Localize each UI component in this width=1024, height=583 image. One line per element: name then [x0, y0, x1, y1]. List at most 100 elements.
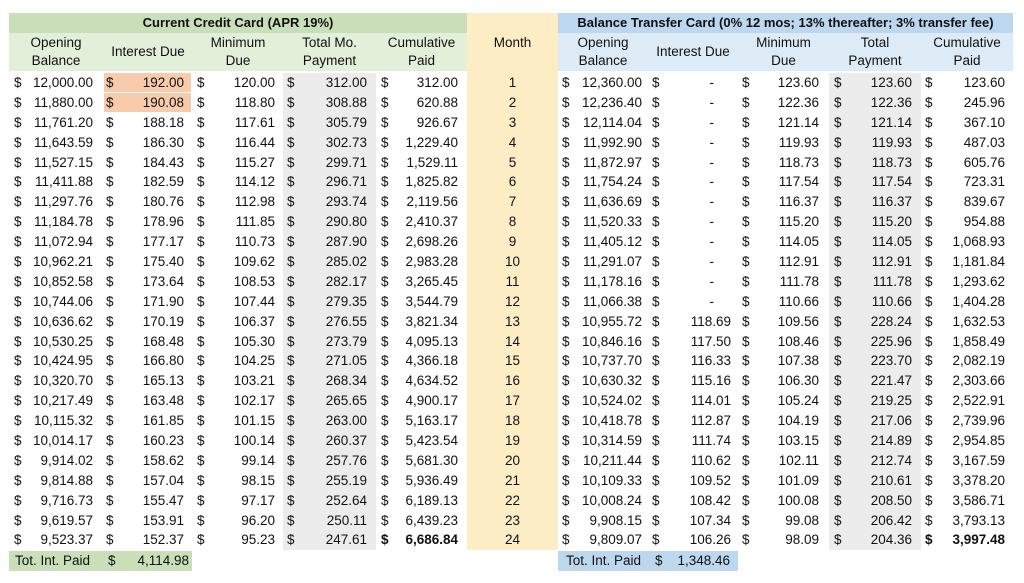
- left-minimum-due-currency: $: [197, 75, 205, 90]
- left-total-payment: 293.74: [325, 194, 367, 210]
- right-total-payment: 228.24: [870, 313, 912, 329]
- left-interest-due: 155.47: [142, 492, 184, 508]
- left-cumulative-paid: 4,095.13: [405, 333, 458, 349]
- left-interest-due-currency: $: [106, 194, 114, 210]
- left-total-payment: 257.76: [325, 452, 367, 468]
- right-minimum-due: 107.38: [777, 353, 819, 369]
- right-opening-balance: 11,520.33: [582, 214, 642, 230]
- left-opening-balance-currency: $: [14, 293, 22, 309]
- left-cumulative-paid-currency: $: [381, 254, 389, 270]
- left-total-payment: 250.11: [326, 512, 367, 528]
- month-cell: 4: [508, 134, 517, 150]
- right-interest-due-currency: $: [652, 94, 660, 110]
- right-minimum-due: 110.66: [778, 293, 819, 309]
- left-total-payment: 287.90: [325, 234, 367, 250]
- right-opening-balance: 10,955.72: [581, 313, 642, 329]
- left-cumulative-paid: 312.00: [416, 75, 458, 90]
- right-cumulative-paid-currency: $: [925, 254, 933, 270]
- right-interest-due-currency: $: [652, 313, 660, 329]
- right-opening-balance: 11,636.69: [582, 194, 642, 210]
- left-minimum-due-currency: $: [197, 333, 205, 349]
- left-minimum-due: 96.20: [241, 512, 275, 528]
- left-interest-due: 158.62: [142, 452, 184, 468]
- left-total-payment-currency: $: [287, 333, 295, 349]
- right-minimum-due: 108.46: [777, 333, 819, 349]
- left-minimum-due: 110.73: [234, 234, 275, 250]
- right-minimum-due-currency: $: [742, 333, 750, 349]
- left-total-payment-currency: $: [287, 273, 295, 289]
- left-opening-balance: 10,424.95: [32, 353, 93, 369]
- left-interest-due: 165.13: [142, 373, 184, 389]
- right-minimum-due: 111.78: [779, 273, 819, 289]
- right-opening-balance-currency: $: [562, 293, 570, 309]
- right-opening-balance-currency: $: [562, 75, 570, 90]
- right-minimum-due-currency: $: [742, 174, 750, 190]
- right-interest-due: 107.34: [689, 512, 731, 528]
- left-total-payment-currency: $: [287, 492, 295, 508]
- left-minimum-due-currency: $: [197, 492, 205, 508]
- right-minimum-due-currency: $: [742, 254, 750, 270]
- month-cell: 24: [504, 532, 521, 548]
- right-opening-balance: 12,360.00: [581, 75, 642, 90]
- right-minimum-due: 121.14: [777, 114, 819, 130]
- left-cumulative-paid-currency: $: [381, 512, 389, 528]
- left-cumulative-paid: 1,229.40: [405, 134, 458, 150]
- left-total-payment-currency: $: [287, 75, 295, 90]
- left-cumulative-paid: 4,900.17: [405, 393, 458, 409]
- left-cumulative-paid-currency: $: [381, 194, 389, 210]
- left-opening-balance-currency: $: [14, 174, 22, 190]
- left-interest-due: 161.85: [142, 413, 184, 429]
- right-minimum-due-currency: $: [742, 393, 750, 409]
- right-cumulative-paid-currency: $: [925, 293, 933, 309]
- table-row: 2 $11,880.00 $190.08 $118.80 $308.88 $620.88 $…: [0, 93, 1024, 113]
- left-interest-due-currency: $: [106, 472, 114, 488]
- right-footer-value: 1,348.46: [677, 553, 730, 568]
- right-footer-currency: $: [655, 553, 663, 568]
- header-right-cumulative-paid: Cumulative Paid: [921, 33, 1013, 71]
- left-opening-balance: 10,320.70: [32, 373, 93, 389]
- right-interest-due: -: [709, 214, 715, 230]
- right-total-payment: 214.89: [870, 433, 912, 449]
- left-cumulative-paid: 5,163.17: [405, 413, 458, 429]
- right-interest-due: -: [709, 134, 715, 150]
- right-total-payment: 204.36: [870, 532, 912, 548]
- left-interest-due-currency: $: [106, 413, 114, 429]
- left-total-payment: 296.71: [325, 174, 367, 190]
- right-minimum-due-currency: $: [742, 452, 750, 468]
- right-minimum-due-currency: $: [742, 512, 750, 528]
- right-cumulative-paid-currency: $: [925, 194, 933, 210]
- left-cumulative-paid: 1,529.11: [406, 154, 458, 170]
- right-cumulative-paid: 1,293.62: [952, 273, 1005, 289]
- left-interest-due-currency: $: [106, 75, 114, 90]
- right-interest-due-currency: $: [652, 353, 660, 369]
- right-cumulative-paid-currency: $: [925, 174, 933, 190]
- table-row: 13 $10,636.62 $170.19 $106.37 $276.55 $3,821.…: [0, 312, 1024, 332]
- left-total-payment-currency: $: [287, 254, 295, 270]
- right-opening-balance: 10,418.78: [581, 413, 642, 429]
- right-interest-due: -: [709, 273, 715, 289]
- left-cumulative-paid: 6,686.84: [405, 532, 458, 548]
- left-opening-balance: 10,217.49: [32, 393, 93, 409]
- right-interest-due: 110.62: [690, 452, 731, 468]
- right-opening-balance-currency: $: [562, 94, 570, 110]
- left-footer-label: Tot. Int. Paid: [15, 553, 91, 568]
- left-interest-due: 192.00: [142, 75, 184, 90]
- right-interest-due: 109.52: [689, 472, 731, 488]
- left-minimum-due: 100.14: [233, 433, 275, 449]
- right-cumulative-paid: 367.10: [963, 114, 1005, 130]
- left-total-payment: 263.00: [325, 413, 367, 429]
- left-cumulative-paid-currency: $: [381, 114, 389, 130]
- left-opening-balance-currency: $: [14, 452, 22, 468]
- right-opening-balance: 10,524.02: [581, 393, 642, 409]
- month-cell: 18: [504, 413, 521, 429]
- right-interest-due: 106.26: [689, 532, 731, 548]
- table-row: 18 $10,115.32 $161.85 $101.15 $263.00 $5,163.…: [0, 411, 1024, 431]
- header-left-total-payment: Total Mo. Payment: [283, 33, 376, 71]
- right-cumulative-paid: 2,522.91: [952, 393, 1005, 409]
- left-opening-balance: 11,072.94: [33, 234, 93, 250]
- right-interest-due: 117.50: [690, 333, 731, 349]
- right-total-payment-currency: $: [834, 353, 842, 369]
- right-opening-balance-currency: $: [562, 254, 570, 270]
- left-opening-balance: 9,619.57: [40, 512, 93, 528]
- left-opening-balance-currency: $: [14, 393, 22, 409]
